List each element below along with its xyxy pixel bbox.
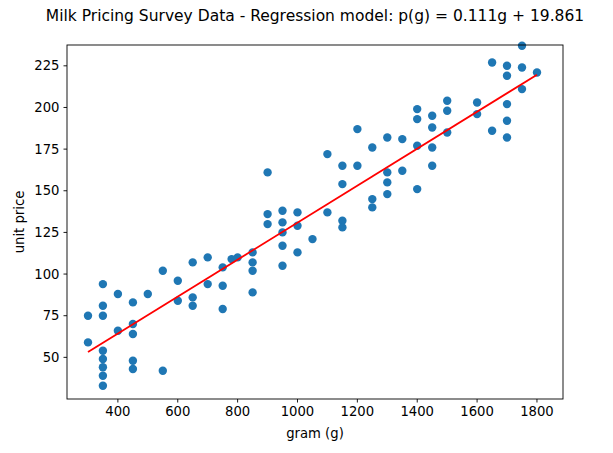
data-point xyxy=(503,100,511,108)
x-axis-label: gram (g) xyxy=(286,426,344,441)
data-point xyxy=(278,207,286,215)
y-tick-label: 225 xyxy=(34,58,59,73)
data-point xyxy=(99,372,107,380)
data-point xyxy=(443,97,451,105)
matplotlib-figure: Milk Pricing Survey Data - Regression mo… xyxy=(0,0,613,453)
data-point xyxy=(263,210,271,218)
data-point xyxy=(248,258,256,266)
y-tick-label: 150 xyxy=(34,183,59,198)
data-point xyxy=(413,115,421,123)
data-point xyxy=(84,312,92,320)
y-axis-label: unit price xyxy=(12,191,27,254)
data-point xyxy=(278,218,286,226)
data-point xyxy=(488,58,496,66)
data-point xyxy=(383,190,391,198)
data-point xyxy=(368,143,376,151)
data-point xyxy=(518,63,526,71)
data-point xyxy=(293,248,301,256)
data-point xyxy=(383,133,391,141)
data-point xyxy=(129,365,137,373)
data-point xyxy=(488,127,496,135)
data-point xyxy=(428,143,436,151)
data-point xyxy=(338,180,346,188)
data-point xyxy=(84,338,92,346)
data-point xyxy=(293,208,301,216)
data-point xyxy=(518,42,526,50)
data-point xyxy=(503,72,511,80)
data-point xyxy=(174,277,182,285)
data-point xyxy=(278,262,286,270)
data-point xyxy=(398,135,406,143)
data-point xyxy=(353,125,361,133)
y-tick-label: 125 xyxy=(34,225,59,240)
data-point xyxy=(99,312,107,320)
data-point xyxy=(99,355,107,363)
data-point xyxy=(204,253,212,261)
data-point xyxy=(129,298,137,306)
data-point xyxy=(428,112,436,120)
x-tick-label: 1800 xyxy=(520,404,554,419)
x-tick-label: 1200 xyxy=(341,404,375,419)
data-point xyxy=(99,363,107,371)
data-point xyxy=(189,293,197,301)
data-point xyxy=(99,347,107,355)
data-point xyxy=(338,223,346,231)
data-point xyxy=(263,168,271,176)
data-point xyxy=(503,62,511,70)
data-point xyxy=(323,208,331,216)
data-point xyxy=(473,98,481,106)
data-point xyxy=(129,357,137,365)
data-point xyxy=(503,133,511,141)
data-point xyxy=(368,203,376,211)
data-point xyxy=(428,162,436,170)
scatter-chart: Milk Pricing Survey Data - Regression mo… xyxy=(0,0,613,453)
chart-title: Milk Pricing Survey Data - Regression mo… xyxy=(46,7,584,25)
data-point xyxy=(413,105,421,113)
data-point xyxy=(338,162,346,170)
data-point xyxy=(204,280,212,288)
x-tick-label: 1400 xyxy=(400,404,434,419)
data-point xyxy=(129,330,137,338)
x-tick-label: 800 xyxy=(225,404,250,419)
data-point xyxy=(114,290,122,298)
data-point xyxy=(278,242,286,250)
x-tick-label: 1600 xyxy=(460,404,494,419)
y-tick-label: 50 xyxy=(43,350,60,365)
data-point xyxy=(159,267,167,275)
data-point xyxy=(219,282,227,290)
data-point xyxy=(219,305,227,313)
data-point xyxy=(368,195,376,203)
y-tick-label: 175 xyxy=(34,142,59,157)
x-tick-label: 1000 xyxy=(281,404,315,419)
x-tick-label: 400 xyxy=(105,404,130,419)
y-tick-label: 200 xyxy=(34,100,59,115)
data-point xyxy=(443,107,451,115)
data-point xyxy=(323,150,331,158)
data-point xyxy=(353,162,361,170)
data-point xyxy=(248,288,256,296)
data-point xyxy=(144,290,152,298)
data-point xyxy=(383,178,391,186)
y-tick-label: 100 xyxy=(34,267,59,282)
data-point xyxy=(503,117,511,125)
data-point xyxy=(248,267,256,275)
data-point xyxy=(398,167,406,175)
y-tick-label: 75 xyxy=(43,308,60,323)
data-point xyxy=(99,302,107,310)
data-point xyxy=(308,235,316,243)
data-point xyxy=(263,220,271,228)
data-point xyxy=(189,258,197,266)
data-point xyxy=(413,185,421,193)
x-tick-label: 600 xyxy=(165,404,190,419)
data-point xyxy=(99,382,107,390)
data-point xyxy=(159,367,167,375)
data-point xyxy=(189,302,197,310)
data-point xyxy=(428,123,436,131)
data-point xyxy=(99,280,107,288)
